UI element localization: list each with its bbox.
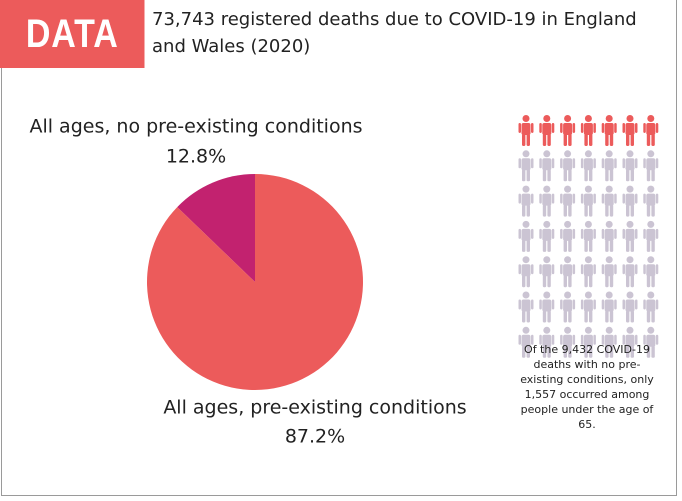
person-icon: [539, 150, 555, 182]
person-icon: [518, 291, 534, 323]
note: Of the 9,432 COVID-19 deaths with no pre…: [520, 343, 654, 431]
person-icon: [580, 150, 596, 182]
pie-slice: [177, 174, 255, 282]
person-icon: [601, 291, 617, 323]
person-icon: [601, 115, 617, 146]
person-icon: [622, 150, 638, 182]
pie-slice: [146, 174, 363, 391]
person-icon: [580, 256, 596, 288]
person-icon: [601, 185, 617, 217]
person-icon: [643, 326, 659, 358]
slice-value-label: 87.2%: [285, 426, 345, 448]
slice-label: All ages, no pre-existing conditions: [29, 116, 362, 138]
person-icon: [580, 291, 596, 323]
person-icon: [518, 115, 534, 146]
person-icon: [622, 291, 638, 323]
person-icon: [518, 326, 534, 358]
slice-label: All ages, pre-existing conditions: [163, 397, 466, 419]
person-icon: [622, 220, 638, 252]
person-icon: [601, 220, 617, 252]
person-icon: [539, 220, 555, 252]
person-icon: [643, 291, 659, 323]
person-icon: [643, 115, 659, 146]
person-icon: [560, 326, 576, 358]
person-icon: [560, 220, 576, 252]
person-icon: [560, 150, 576, 182]
chart-title: 73,743 registered deaths due to COVID-19…: [152, 9, 637, 57]
person-icon: [622, 256, 638, 288]
person-icon: [560, 291, 576, 323]
person-icon: [518, 220, 534, 252]
slice-value-label: 12.8%: [166, 146, 226, 168]
person-icon: [518, 150, 534, 182]
person-icon: [643, 220, 659, 252]
person-icon: [643, 256, 659, 288]
person-icon: [580, 115, 596, 146]
person-icon: [643, 185, 659, 217]
person-icon: [580, 185, 596, 217]
person-icon: [518, 185, 534, 217]
person-icon: [622, 326, 638, 358]
person-icon: [560, 185, 576, 217]
person-icon: [539, 185, 555, 217]
person-icon: [560, 115, 576, 146]
person-icon: [539, 291, 555, 323]
badge: DATA: [0, 0, 145, 68]
person-icon: [580, 220, 596, 252]
person-icon: [518, 256, 534, 288]
person-icon: [580, 326, 596, 358]
person-icon: [643, 150, 659, 182]
person-icon: [539, 326, 555, 358]
person-icon: [560, 256, 576, 288]
person-icon: [539, 115, 555, 146]
person-icon: [601, 256, 617, 288]
person-icon: [601, 150, 617, 182]
person-icon: [601, 326, 617, 358]
person-icon: [622, 115, 638, 146]
person-icon: [622, 185, 638, 217]
person-icon: [539, 256, 555, 288]
